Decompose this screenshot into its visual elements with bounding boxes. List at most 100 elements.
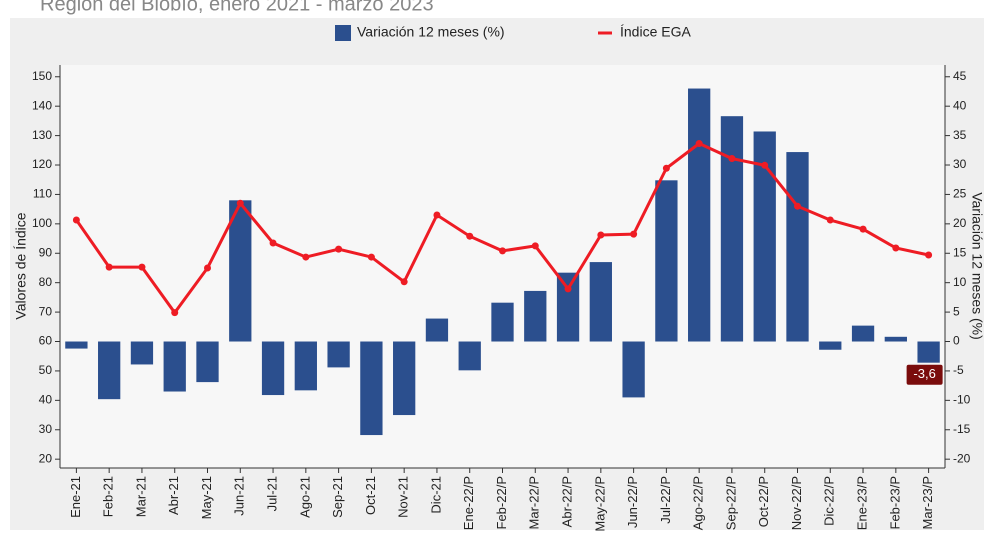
y2-tick-label: 15 (953, 245, 967, 259)
bar (98, 341, 121, 400)
y2-tick-label: -20 (953, 451, 971, 465)
x-tick-label: Jul-21 (264, 476, 279, 511)
y-tick-label: 60 (39, 334, 53, 348)
bar (425, 318, 449, 342)
y2-tick-label: 45 (953, 69, 967, 83)
y-tick-label: 30 (39, 422, 53, 436)
bar (589, 262, 612, 342)
bar (655, 180, 678, 342)
line-point (138, 263, 146, 271)
x-tick-label: Feb-23/P (887, 476, 902, 529)
line-point (892, 244, 900, 252)
x-tick-label: Oct-22/P (756, 476, 771, 527)
x-tick-label: Jun-22/P (625, 476, 640, 528)
x-tick-label: Abr-22/P (559, 476, 574, 527)
bar (556, 272, 580, 342)
bar (163, 341, 186, 392)
line-point (695, 140, 703, 148)
line-point (171, 309, 179, 317)
y2-tick-label: -5 (953, 363, 964, 377)
y-tick-label: 150 (32, 69, 52, 83)
line-point (761, 161, 769, 169)
line-point (826, 216, 834, 224)
y2-tick-label: 40 (953, 98, 967, 112)
line-point (794, 202, 801, 210)
line-point (859, 225, 867, 233)
bar (229, 200, 252, 342)
y-tick-label: 100 (32, 216, 52, 230)
y2-tick-label: 10 (953, 275, 967, 289)
x-tick-label: Sep-22/P (723, 476, 738, 530)
bar (524, 290, 547, 342)
x-tick-label: Nov-22/P (789, 476, 804, 530)
bar (360, 341, 383, 436)
bar (130, 341, 154, 365)
y2-tick-label: -10 (953, 393, 971, 407)
line-point (105, 263, 113, 271)
y2-axis-label: Variación 12 meses (%) (969, 192, 984, 340)
y-tick-label: 70 (39, 304, 53, 318)
line-point (269, 239, 277, 247)
bar (393, 341, 416, 416)
line-point (531, 242, 539, 250)
x-tick-label: Ene-23/P (854, 476, 869, 530)
x-tick-label: Ene-22/P (461, 476, 476, 530)
line-point (662, 164, 670, 172)
bar (622, 341, 645, 398)
y2-tick-label: 30 (953, 157, 967, 171)
x-tick-label: Mar-21 (133, 476, 148, 517)
line-point (204, 264, 211, 272)
chart-title: Región del Biobío, enero 2021 - marzo 20… (40, 0, 434, 15)
legend-label: Variación 12 meses (%) (357, 24, 505, 40)
bar (327, 341, 350, 368)
x-tick-label: Ago-21 (297, 476, 312, 518)
y-axis-label: Valores de Índice (13, 212, 29, 319)
y-tick-label: 20 (39, 451, 53, 465)
bar (65, 341, 88, 349)
line-point (400, 278, 408, 286)
x-tick-label: May-21 (199, 476, 214, 519)
y-tick-label: 120 (32, 157, 52, 171)
x-tick-label: Feb-22/P (494, 476, 509, 529)
bar (753, 131, 776, 342)
y-tick-label: 140 (32, 98, 52, 112)
bar (884, 336, 907, 342)
bar (294, 341, 317, 391)
x-tick-label: Dic-21 (428, 476, 443, 514)
x-tick-label: Nov-21 (396, 476, 411, 518)
bar (196, 341, 219, 383)
y-tick-label: 80 (39, 275, 53, 289)
y2-tick-label: 5 (953, 304, 960, 318)
line-point (236, 199, 244, 207)
x-tick-label: Jul-22/P (658, 476, 673, 524)
y2-tick-label: 0 (953, 334, 960, 348)
line-point (597, 231, 605, 239)
value-label-box (906, 364, 943, 385)
y2-tick-label: -15 (953, 422, 971, 436)
bar (491, 302, 514, 342)
bar (458, 341, 481, 371)
y-tick-label: 90 (39, 245, 53, 259)
x-tick-label: Ago-22/P (691, 476, 706, 530)
y-tick-label: 50 (39, 363, 53, 377)
y-tick-label: 130 (32, 128, 52, 142)
y2-tick-label: 20 (953, 216, 967, 230)
x-tick-label: Jun-21 (232, 476, 247, 516)
line-point (630, 230, 638, 238)
line-point (335, 245, 343, 253)
bar (720, 116, 744, 342)
x-tick-label: Dic-22/P (822, 476, 837, 526)
y-tick-label: 40 (39, 393, 53, 407)
line-point (72, 216, 80, 224)
line-point (367, 253, 375, 261)
line-point (564, 285, 572, 293)
line-point (499, 247, 506, 255)
bar (688, 88, 711, 342)
y2-tick-label: 35 (953, 128, 967, 142)
bar (819, 341, 842, 350)
line-point (466, 232, 474, 240)
plot-area (60, 65, 945, 468)
y-tick-label: 110 (33, 187, 52, 201)
bar (851, 325, 875, 342)
x-tick-label: Ene-21 (68, 476, 83, 518)
